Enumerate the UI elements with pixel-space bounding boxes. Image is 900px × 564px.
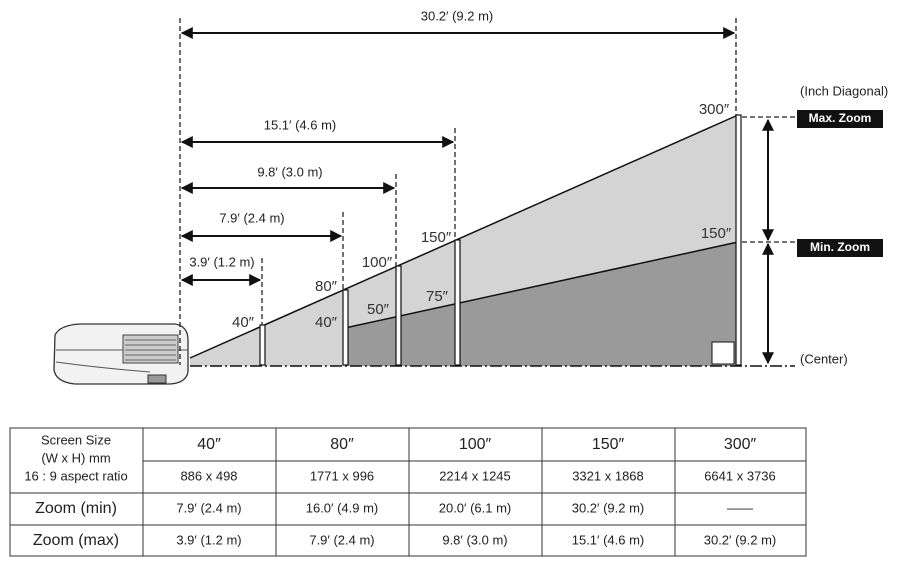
center-label: (Center) [800,351,848,366]
cell: 9.8′ (3.0 m) [442,532,507,547]
size-label: 100″ [362,254,393,271]
cell: 16.0′ (4.9 m) [306,500,379,515]
table [9,427,807,557]
cell: —— [727,500,753,515]
beam-edge [344,241,739,329]
size-label: 300″ [699,101,730,118]
size-label: 80″ [315,278,338,295]
screens [259,114,742,366]
square [711,341,735,365]
dimension: 886 x 498 [180,468,237,483]
cell: 30.2′ (9.2 m) [572,500,645,515]
screen-size: 300″ [724,436,757,453]
cell: 7.9′ (2.4 m) [176,500,241,515]
screen [259,324,266,366]
header-label: Screen Size [41,432,111,447]
header-label: (W x H) mm [41,450,110,465]
screen [735,114,742,366]
screen-size: 40″ [197,436,221,453]
cell: 3.9′ (1.2 m) [176,532,241,547]
distance-label: 15.1′ (4.6 m) [264,117,337,132]
row-label: Zoom (min) [35,500,117,517]
distance-label: 3.9′ (1.2 m) [189,254,254,269]
size-label: 150″ [421,229,452,246]
screen [454,239,461,366]
size-label: 40″ [232,314,255,331]
beam-edge [189,114,739,359]
header-label: 16 : 9 aspect ratio [24,468,127,483]
distance-label: 9.8′ (3.0 m) [257,164,322,179]
beam-min [345,242,738,366]
cell: 30.2′ (9.2 m) [704,532,777,547]
row-label: Zoom (max) [33,532,119,549]
distance-label: 7.9′ (2.4 m) [219,210,284,225]
screen-size: 100″ [459,436,492,453]
screen [395,265,402,366]
cell: 20.0′ (6.1 m) [439,500,512,515]
max-zoom: Max. Zoom [809,111,872,125]
size-label: 75″ [426,288,449,305]
screen-size: 80″ [330,436,354,453]
distance-label: 30.2′ (9.2 m) [421,8,494,23]
min-zoom: Min. Zoom [810,240,870,254]
inch-diagonal: (Inch Diagonal) [800,83,888,98]
size-label: 40″ [315,314,338,331]
cell: 7.9′ (2.4 m) [309,532,374,547]
size-label: 150″ [701,225,732,242]
screen-size: 150″ [592,436,625,453]
dimension: 3321 x 1868 [572,468,644,483]
projector [53,323,189,385]
screen [342,289,349,366]
cell: 15.1′ (4.6 m) [572,532,645,547]
min-zoom-box [797,239,883,257]
dimension: 2214 x 1245 [439,468,511,483]
dimension: 6641 x 3736 [704,468,776,483]
size-label: 50″ [367,301,390,318]
dimension: 1771 x 996 [310,468,374,483]
max-zoom-box [797,110,883,128]
